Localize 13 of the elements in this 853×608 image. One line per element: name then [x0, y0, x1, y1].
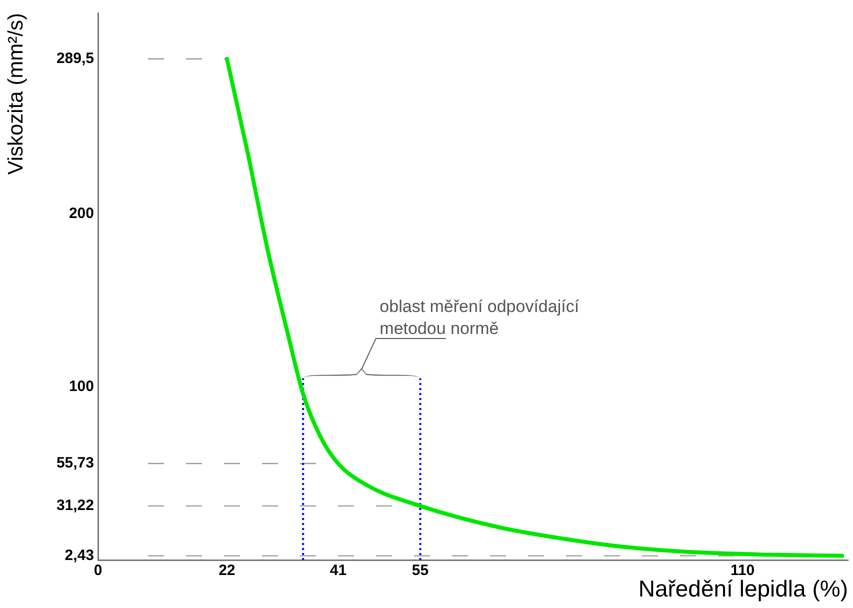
y-tick-label: 289,5: [56, 50, 94, 68]
y-axis-title: Viskozita (mm²/s): [4, 13, 28, 175]
y-tick-label: 31,22: [56, 497, 94, 514]
y-tick-label: 100: [68, 378, 94, 396]
line-series: [224, 56, 844, 558]
x-tick-label: 22: [218, 562, 236, 580]
y-tick-label: 55,73: [56, 454, 94, 472]
y-tick-label: 2,43: [64, 546, 94, 564]
x-tick-label: 55: [412, 562, 429, 580]
x-tick-label: 0: [94, 562, 102, 580]
x-tick-label: 41: [330, 562, 347, 580]
annotation: oblast měření odpovídající metodou normě: [380, 297, 580, 338]
y-tick-label: 200: [68, 204, 94, 222]
